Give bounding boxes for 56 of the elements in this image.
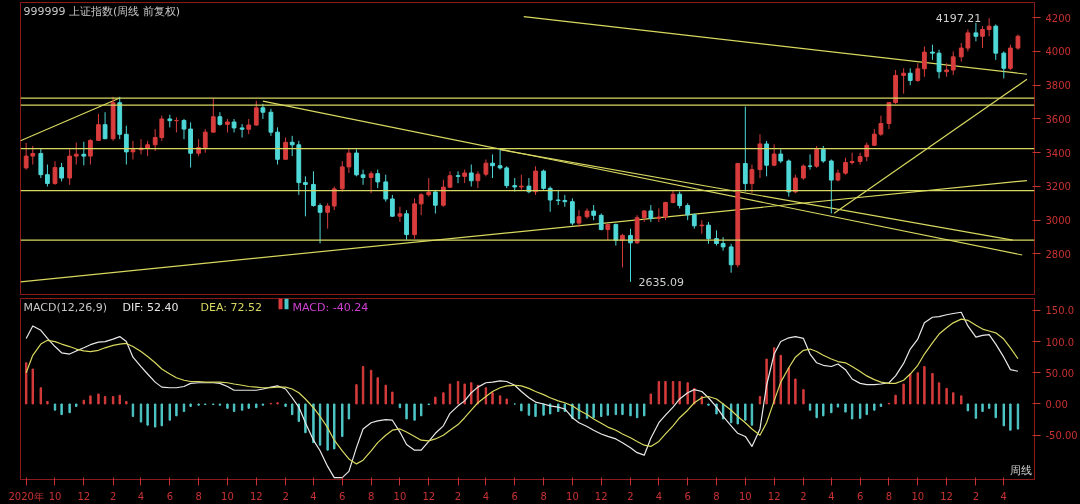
x-tick-label: 6 bbox=[511, 490, 518, 502]
y-tick-label: -50.00 bbox=[1045, 430, 1078, 442]
y-tick-label: 4000 bbox=[1045, 46, 1071, 58]
y-tick-label: 3200 bbox=[1045, 181, 1071, 193]
x-tick-label: 4 bbox=[137, 490, 145, 502]
annotation: 周线 bbox=[1009, 463, 1032, 477]
chart-title: MACD(12,26,9) bbox=[23, 300, 108, 314]
x-tick-label: 4 bbox=[482, 490, 490, 502]
x-tick-label: 12 bbox=[77, 490, 91, 502]
text: DEA: 72.52 bbox=[200, 300, 262, 314]
annotation: 2635.09 bbox=[638, 275, 685, 289]
chart-title: 999999 上证指数(周线 前复权) bbox=[23, 4, 181, 18]
x-tick-label: 2 bbox=[800, 490, 807, 502]
y-tick-label: 3000 bbox=[1045, 215, 1071, 227]
x-tick-label: 2 bbox=[972, 490, 980, 502]
x-tick-label: 10 bbox=[738, 490, 752, 502]
x-tick-label: 8 bbox=[540, 490, 547, 502]
y-tick-label: 3800 bbox=[1045, 80, 1071, 92]
y-tick-label: 3400 bbox=[1045, 147, 1071, 159]
y-tick-label: 50.00 bbox=[1045, 367, 1075, 379]
y-tick-label: 4200 bbox=[1045, 12, 1071, 24]
x-tick-label: 10 bbox=[48, 490, 62, 502]
x-tick-label: 12 bbox=[767, 490, 781, 502]
x-tick-label: 8 bbox=[195, 490, 202, 502]
x-tick-label: 6 bbox=[339, 490, 346, 502]
x-tick-label: 2 bbox=[282, 490, 289, 502]
legend-label: MACD: -40.24 bbox=[292, 300, 369, 314]
x-tick-label: 10 bbox=[566, 490, 579, 502]
y-tick-label: 100.0 bbox=[1045, 336, 1075, 348]
text: DIF: 52.40 bbox=[122, 300, 179, 314]
x-tick-label: 8 bbox=[885, 490, 893, 502]
x-tick-label: 2 bbox=[454, 490, 462, 502]
x-tick-label: 10 bbox=[911, 490, 925, 502]
y-tick-label: 3600 bbox=[1045, 113, 1071, 125]
x-tick-label: 4 bbox=[1000, 490, 1007, 502]
x-tick-label: 12 bbox=[940, 490, 953, 502]
x-tick-label: 2020年 bbox=[8, 490, 44, 502]
y-tick-label: 2800 bbox=[1045, 248, 1071, 260]
annotation: 4197.21 bbox=[935, 12, 982, 26]
x-tick-label: 6 bbox=[684, 490, 691, 502]
x-tick-label: 2 bbox=[109, 490, 117, 502]
x-tick-label: 12 bbox=[249, 490, 263, 502]
x-tick-label: 4 bbox=[655, 490, 663, 502]
x-tick-label: 2 bbox=[627, 490, 634, 502]
y-tick-label: 0.00 bbox=[1045, 398, 1068, 410]
x-tick-label: 6 bbox=[166, 490, 174, 502]
x-tick-label: 6 bbox=[856, 490, 864, 502]
x-tick-label: 4 bbox=[828, 490, 835, 502]
y-tick-label: 150.0 bbox=[1045, 305, 1075, 317]
x-tick-label: 10 bbox=[393, 490, 407, 502]
x-tick-label: 12 bbox=[422, 490, 436, 502]
x-tick-label: 4 bbox=[310, 490, 317, 502]
x-tick-label: 8 bbox=[713, 490, 720, 502]
x-tick-label: 10 bbox=[221, 490, 234, 502]
x-tick-label: 8 bbox=[367, 490, 375, 502]
x-tick-label: 12 bbox=[594, 490, 608, 502]
